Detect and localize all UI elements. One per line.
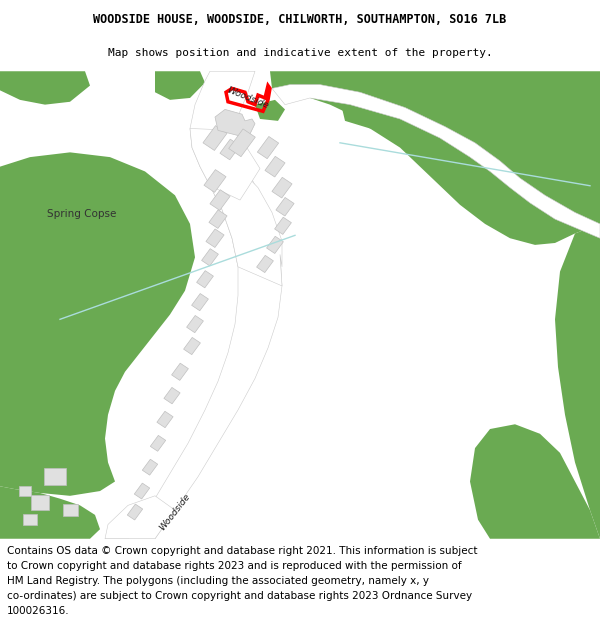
Polygon shape [210, 169, 282, 286]
Polygon shape [257, 136, 278, 159]
Polygon shape [197, 271, 214, 288]
Polygon shape [62, 504, 77, 516]
Text: Woodside: Woodside [226, 86, 270, 111]
Polygon shape [190, 129, 260, 200]
Text: Contains OS data © Crown copyright and database right 2021. This information is : Contains OS data © Crown copyright and d… [7, 546, 478, 556]
Polygon shape [19, 486, 31, 496]
Polygon shape [187, 316, 203, 332]
Polygon shape [191, 294, 208, 311]
Text: to Crown copyright and database rights 2023 and is reproduced with the permissio: to Crown copyright and database rights 2… [7, 561, 462, 571]
Polygon shape [272, 84, 600, 238]
Polygon shape [275, 217, 292, 234]
Polygon shape [155, 71, 205, 100]
Polygon shape [255, 100, 285, 121]
Polygon shape [229, 129, 256, 157]
Polygon shape [340, 100, 395, 129]
Polygon shape [270, 71, 600, 245]
Polygon shape [23, 514, 37, 525]
Polygon shape [265, 156, 285, 177]
Polygon shape [157, 411, 173, 428]
Polygon shape [209, 210, 227, 228]
Polygon shape [555, 224, 600, 539]
Polygon shape [220, 139, 240, 160]
Polygon shape [44, 468, 66, 486]
Polygon shape [203, 126, 227, 151]
Polygon shape [172, 363, 188, 381]
Polygon shape [272, 177, 292, 198]
Text: Map shows position and indicative extent of the property.: Map shows position and indicative extent… [107, 48, 493, 58]
Polygon shape [164, 388, 180, 404]
Text: co-ordinates) are subject to Crown copyright and database rights 2023 Ordnance S: co-ordinates) are subject to Crown copyr… [7, 591, 472, 601]
Polygon shape [134, 483, 150, 499]
Text: Woodside: Woodside [158, 492, 192, 532]
Polygon shape [470, 424, 600, 539]
Polygon shape [0, 71, 90, 104]
Polygon shape [142, 459, 158, 475]
Text: HM Land Registry. The polygons (including the associated geometry, namely x, y: HM Land Registry. The polygons (includin… [7, 576, 429, 586]
Text: Spring Copse: Spring Copse [47, 209, 116, 219]
Text: 100026316.: 100026316. [7, 606, 70, 616]
Polygon shape [204, 169, 226, 192]
Polygon shape [31, 496, 49, 509]
Polygon shape [266, 236, 283, 254]
Polygon shape [215, 109, 255, 138]
Polygon shape [206, 229, 224, 248]
Polygon shape [210, 190, 230, 211]
Polygon shape [150, 436, 166, 451]
Polygon shape [127, 504, 143, 520]
Polygon shape [105, 71, 282, 539]
Polygon shape [105, 496, 175, 539]
Polygon shape [202, 249, 218, 266]
Polygon shape [0, 486, 100, 539]
Polygon shape [257, 256, 274, 272]
Polygon shape [276, 198, 294, 216]
Polygon shape [184, 338, 200, 354]
Text: WOODSIDE HOUSE, WOODSIDE, CHILWORTH, SOUTHAMPTON, SO16 7LB: WOODSIDE HOUSE, WOODSIDE, CHILWORTH, SOU… [94, 14, 506, 26]
Polygon shape [0, 152, 195, 496]
